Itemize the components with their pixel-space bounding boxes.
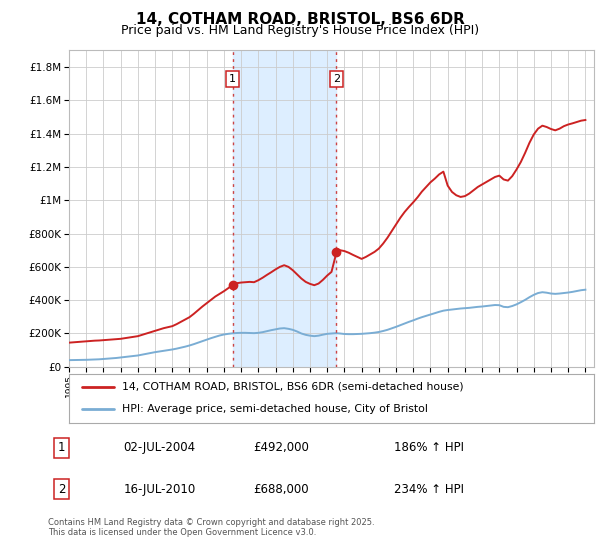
Text: 1: 1: [58, 441, 65, 454]
Text: 2: 2: [58, 483, 65, 496]
Text: 02-JUL-2004: 02-JUL-2004: [124, 441, 196, 454]
Text: HPI: Average price, semi-detached house, City of Bristol: HPI: Average price, semi-detached house,…: [121, 404, 427, 414]
Text: £688,000: £688,000: [253, 483, 309, 496]
Text: Contains HM Land Registry data © Crown copyright and database right 2025.
This d: Contains HM Land Registry data © Crown c…: [48, 518, 374, 538]
Text: Price paid vs. HM Land Registry's House Price Index (HPI): Price paid vs. HM Land Registry's House …: [121, 24, 479, 36]
Text: £492,000: £492,000: [253, 441, 309, 454]
Text: 14, COTHAM ROAD, BRISTOL, BS6 6DR (semi-detached house): 14, COTHAM ROAD, BRISTOL, BS6 6DR (semi-…: [121, 382, 463, 392]
Text: 2: 2: [333, 74, 340, 84]
Text: 186% ↑ HPI: 186% ↑ HPI: [394, 441, 464, 454]
Text: 14, COTHAM ROAD, BRISTOL, BS6 6DR: 14, COTHAM ROAD, BRISTOL, BS6 6DR: [136, 12, 464, 27]
Text: 234% ↑ HPI: 234% ↑ HPI: [394, 483, 464, 496]
Text: 1: 1: [229, 74, 236, 84]
Bar: [233, 50, 337, 367]
Text: 16-JUL-2010: 16-JUL-2010: [124, 483, 196, 496]
